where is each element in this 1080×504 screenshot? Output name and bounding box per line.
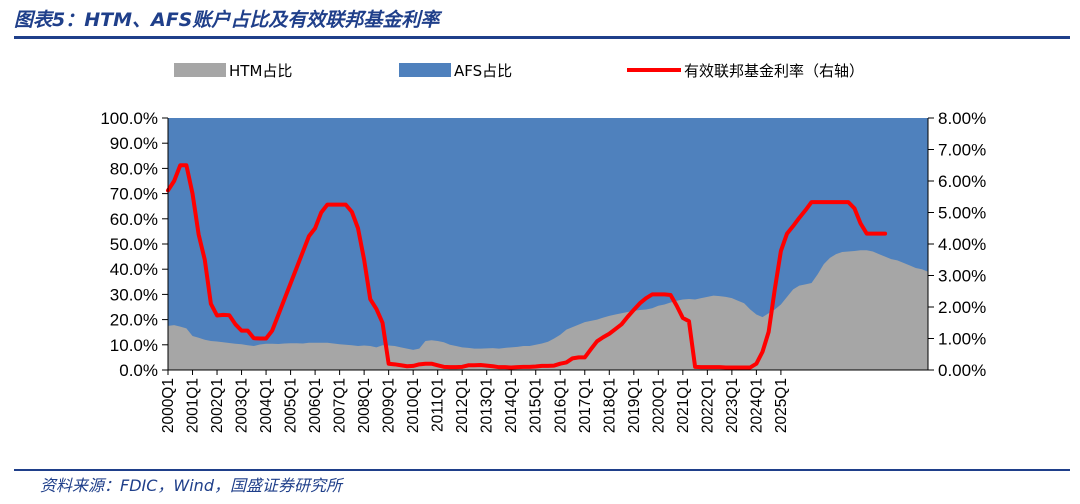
x-tick-label: 2021Q1 — [675, 378, 692, 433]
plot-area — [166, 118, 928, 370]
x-tick-label: 2014Q1 — [503, 378, 520, 433]
right-tick-label: 7.00% — [938, 141, 986, 160]
x-tick-label: 2001Q1 — [185, 378, 202, 433]
x-tick-label: 2015Q1 — [528, 378, 545, 433]
left-tick-label: 0.0% — [119, 361, 158, 380]
x-tick-label: 2005Q1 — [283, 378, 300, 433]
right-tick-label: 0.00% — [938, 361, 986, 380]
left-tick-label: 50.0% — [110, 235, 158, 254]
htm-area — [168, 250, 928, 370]
right-tick-label: 6.00% — [938, 172, 986, 191]
left-tick-label: 40.0% — [110, 260, 158, 279]
x-tick-label: 2003Q1 — [234, 378, 251, 433]
x-tick-label: 2025Q1 — [773, 378, 790, 433]
rate-line — [166, 163, 888, 370]
x-tick-label: 2004Q1 — [258, 378, 275, 433]
x-tick-label: 2018Q1 — [601, 378, 618, 433]
x-tick-label: 2002Q1 — [209, 378, 226, 433]
legend-label: HTM占比 — [229, 62, 292, 80]
left-tick-label: 90.0% — [110, 134, 158, 153]
chart-legend: HTM占比 AFS占比 有效联邦基金利率（右轴） — [174, 62, 864, 80]
left-tick-label: 60.0% — [110, 210, 158, 229]
right-tick-label: 3.00% — [938, 267, 986, 286]
x-tick-label: 2000Q1 — [160, 378, 177, 433]
x-tick-label: 2016Q1 — [552, 378, 569, 433]
x-axis: 2000Q1 2001Q1 2002Q1 2003Q1 2004Q1 2005Q1 2006… — [160, 369, 928, 433]
x-tick-label: 2012Q1 — [454, 378, 471, 433]
source-note: 资料来源：FDIC，Wind，国盛证券研究所 — [40, 476, 342, 495]
x-tick-label: 2023Q1 — [724, 378, 741, 433]
right-tick-label: 4.00% — [938, 235, 986, 254]
x-tick-label: 2007Q1 — [332, 378, 349, 433]
left-tick-label: 10.0% — [110, 336, 158, 355]
x-tick-label: 2024Q1 — [748, 378, 765, 433]
left-tick-label: 70.0% — [110, 185, 158, 204]
right-y-axis: 8.00% 7.00% 6.00% 5.00% 4.00% 3.00% 2.00% 1.00%… — [927, 109, 986, 380]
left-tick-label: 80.0% — [110, 159, 158, 178]
left-tick-label: 100.0% — [100, 109, 158, 128]
legend-swatch — [399, 63, 451, 77]
x-tick-label: 2020Q1 — [650, 378, 667, 433]
right-tick-label: 1.00% — [938, 330, 986, 349]
right-tick-label: 8.00% — [938, 109, 986, 128]
chart-title: 图表5：HTM、AFS账户占比及有效联邦基金利率 — [14, 9, 440, 31]
x-tick-label: 2019Q1 — [626, 378, 643, 433]
x-tick-label: 2010Q1 — [405, 378, 422, 433]
chart: HTM占比 AFS占比 有效联邦基金利率（右轴） 100.0% 90.0% 80.0% 7… — [100, 62, 986, 433]
left-y-axis: 100.0% 90.0% 80.0% 70.0% 60.0% 50.0% 40.0% 30.0… — [100, 109, 169, 380]
left-tick-label: 30.0% — [110, 285, 158, 304]
x-tick-label: 2011Q1 — [430, 378, 447, 432]
x-tick-label: 2006Q1 — [307, 378, 324, 433]
right-tick-label: 5.00% — [938, 204, 986, 223]
x-tick-label: 2008Q1 — [356, 378, 373, 433]
x-tick-label: 2022Q1 — [699, 378, 716, 433]
right-tick-label: 2.00% — [938, 298, 986, 317]
x-tick-label: 2009Q1 — [381, 378, 398, 433]
footer-divider — [14, 469, 1070, 471]
left-tick-label: 20.0% — [110, 311, 158, 330]
x-tick-label: 2017Q1 — [577, 378, 594, 433]
legend-label: 有效联邦基金利率（右轴） — [684, 62, 864, 80]
legend-swatch — [174, 63, 226, 77]
x-tick-label: 2013Q1 — [479, 378, 496, 433]
title-divider — [14, 36, 1070, 39]
legend-label: AFS占比 — [454, 62, 512, 80]
